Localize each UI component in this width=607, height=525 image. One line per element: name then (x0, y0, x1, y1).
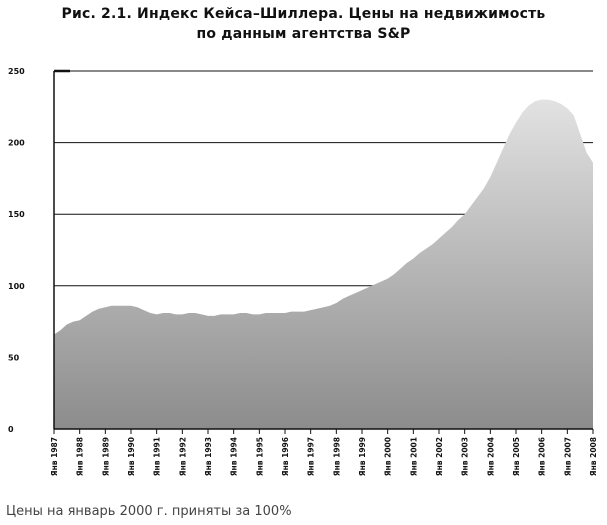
x-tick-label: Янв 1999 (358, 437, 367, 476)
x-tick-label: Янв 2002 (435, 437, 444, 476)
x-tick-label: Янв 2004 (486, 437, 495, 476)
x-tick-label: Янв 1996 (281, 437, 290, 476)
y-tick-label: 250 (8, 67, 25, 76)
x-tick-label: Янв 1997 (307, 437, 316, 476)
y-tick-label: 100 (8, 282, 25, 291)
x-tick-label: Янв 2006 (538, 437, 547, 476)
chart-subtitle: по данным агентства S&P (196, 26, 411, 42)
footnote: Цены на январь 2000 г. приняты за 100% (6, 504, 292, 519)
x-tick-label: Янв 1990 (127, 437, 136, 476)
x-tick-label: Янв 1992 (178, 437, 187, 476)
y-tick-label: 150 (8, 210, 25, 219)
x-tick-label: Янв 1994 (230, 437, 239, 476)
x-tick-label: Янв 1989 (101, 437, 110, 476)
x-tick-label: Янв 1991 (153, 437, 162, 476)
y-tick-label: 0 (8, 425, 14, 434)
x-tick-label: Янв 1987 (50, 437, 59, 476)
x-tick-label: Янв 2001 (409, 437, 418, 476)
x-tick-label: Янв 2005 (512, 437, 521, 476)
x-tick-label: Янв 2007 (563, 437, 572, 476)
area-series (54, 99, 593, 429)
x-tick-label: Янв 2008 (589, 437, 598, 476)
x-tick-label: Янв 2000 (384, 437, 393, 476)
x-tick-label: Янв 1995 (255, 437, 264, 476)
y-tick-label: 200 (8, 139, 25, 148)
x-tick-label: Янв 1993 (204, 437, 213, 476)
x-tick-label: Янв 2003 (461, 437, 470, 476)
y-tick-label: 50 (8, 353, 20, 362)
x-tick-label: Янв 1988 (76, 437, 85, 476)
chart-title: Рис. 2.1. Индекс Кейса–Шиллера. Цены на … (61, 6, 546, 22)
x-tick-label: Янв 1998 (332, 437, 341, 476)
